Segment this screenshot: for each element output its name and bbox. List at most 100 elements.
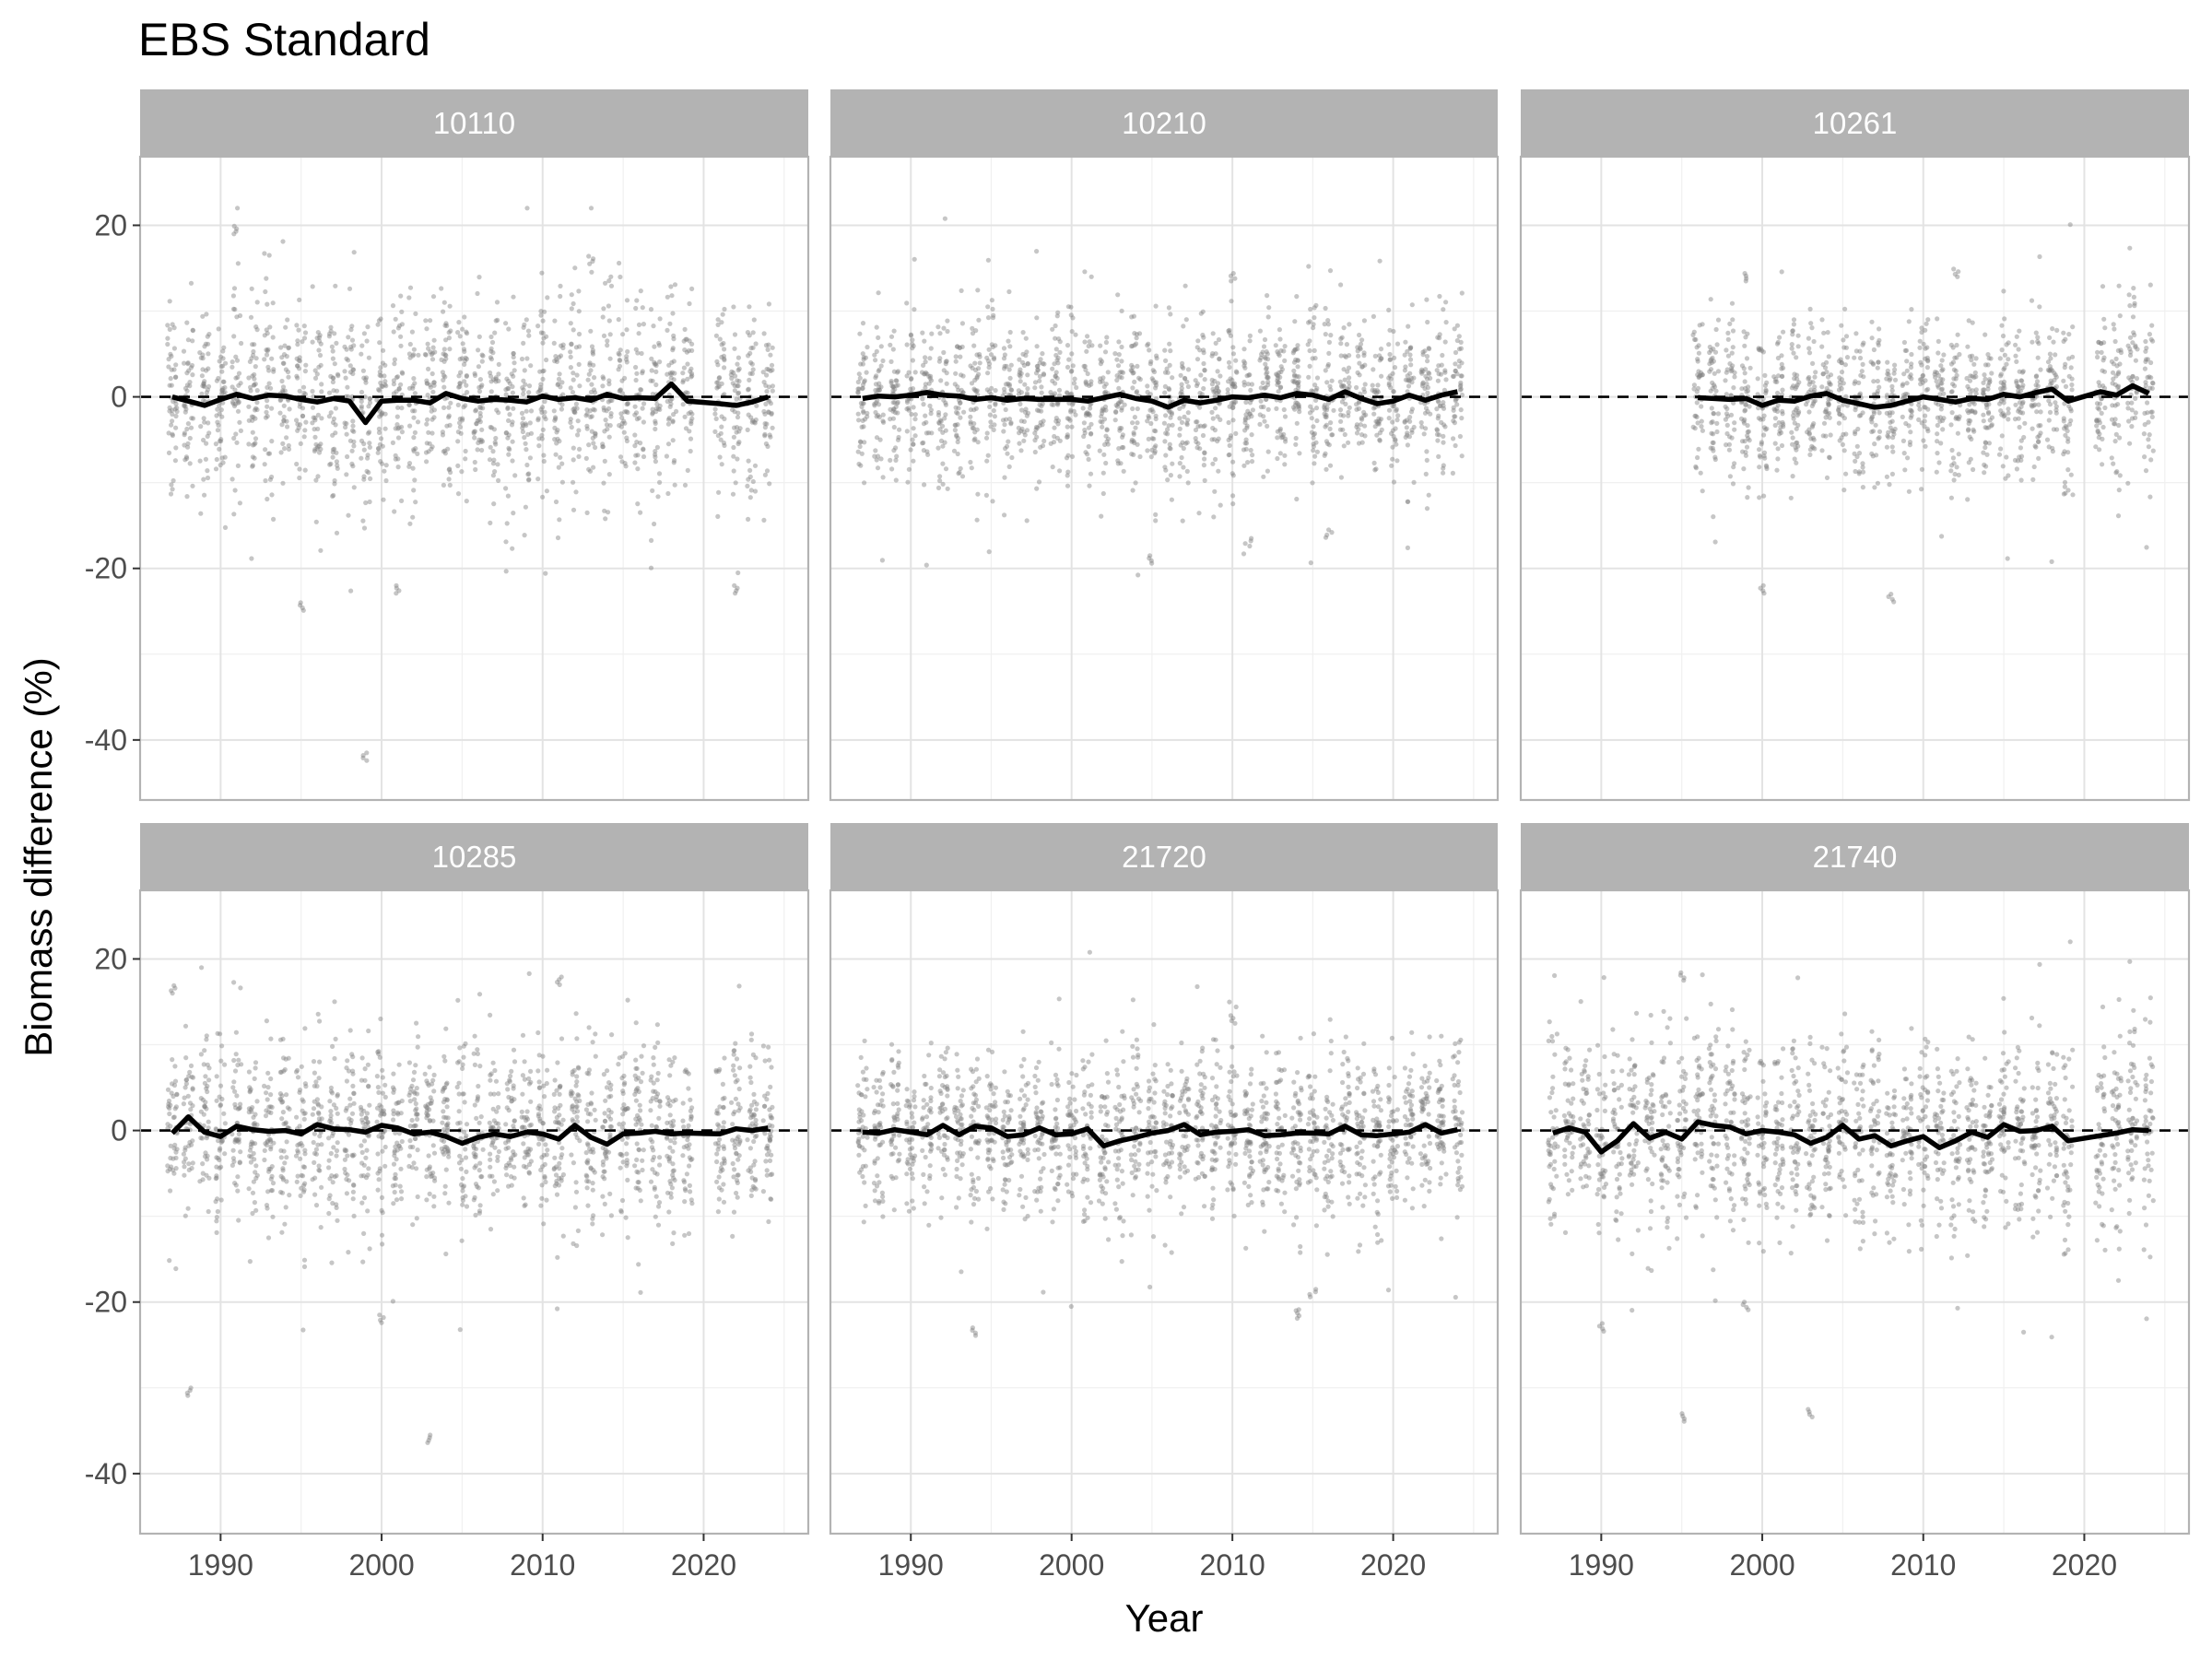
data-point xyxy=(985,257,991,263)
data-point xyxy=(185,361,191,367)
data-point xyxy=(379,412,384,418)
data-point xyxy=(456,373,462,379)
data-point xyxy=(746,387,751,393)
data-point xyxy=(186,1161,192,1167)
data-point xyxy=(671,460,677,465)
data-point xyxy=(600,444,606,450)
data-point xyxy=(1890,449,1896,454)
data-point xyxy=(477,414,484,419)
data-point xyxy=(2061,330,2066,335)
data-point xyxy=(1311,424,1316,429)
data-point xyxy=(1249,432,1254,438)
data-point xyxy=(1791,416,1796,421)
data-point xyxy=(1723,378,1728,383)
data-point xyxy=(1746,436,1751,441)
data-point xyxy=(745,330,751,335)
data-point xyxy=(174,406,180,411)
data-point xyxy=(214,1098,219,1103)
data-point xyxy=(653,369,659,374)
data-point xyxy=(955,439,960,445)
data-point xyxy=(314,446,320,452)
data-point xyxy=(683,426,689,431)
data-point xyxy=(735,361,740,367)
data-point xyxy=(488,334,494,340)
data-point xyxy=(282,343,288,348)
data-point xyxy=(1819,384,1825,390)
data-point xyxy=(650,488,655,494)
data-point xyxy=(201,477,206,482)
data-point xyxy=(247,359,253,364)
data-point xyxy=(424,378,429,383)
data-point xyxy=(2035,335,2041,340)
outlier-point xyxy=(1230,271,1236,276)
data-point xyxy=(204,1037,209,1042)
data-point xyxy=(199,391,205,396)
data-point xyxy=(1938,363,1944,369)
data-point xyxy=(1114,404,1121,409)
data-point xyxy=(1292,378,1298,384)
data-point xyxy=(1282,344,1288,349)
data-point xyxy=(617,363,623,369)
data-point xyxy=(891,328,897,334)
data-point xyxy=(1967,378,1973,383)
data-point xyxy=(1168,473,1173,478)
data-point xyxy=(1872,441,1877,447)
data-point xyxy=(503,429,510,436)
data-point xyxy=(633,410,640,416)
data-point xyxy=(715,317,721,323)
data-point xyxy=(1775,403,1781,408)
data-point xyxy=(1230,345,1236,350)
data-point xyxy=(205,1083,210,1089)
data-point xyxy=(609,397,615,404)
data-point xyxy=(1018,448,1024,453)
data-point xyxy=(168,491,174,497)
data-point xyxy=(606,382,612,387)
data-point xyxy=(1363,412,1369,418)
data-point xyxy=(732,425,737,430)
data-point xyxy=(301,390,307,395)
data-point xyxy=(636,416,642,421)
data-point xyxy=(379,383,384,389)
data-point xyxy=(394,414,400,419)
data-point xyxy=(199,373,205,379)
data-point xyxy=(2095,428,2100,433)
data-point xyxy=(1819,448,1825,453)
data-point xyxy=(1714,429,1720,435)
data-point xyxy=(1711,411,1717,417)
data-point xyxy=(1100,424,1105,429)
data-point xyxy=(922,338,927,344)
data-point xyxy=(671,377,677,382)
data-point xyxy=(1812,446,1818,452)
data-point xyxy=(390,440,395,445)
data-point xyxy=(1925,317,1931,323)
data-point xyxy=(2127,347,2133,352)
data-point xyxy=(217,403,222,408)
data-point xyxy=(248,388,253,394)
data-point xyxy=(1067,418,1073,423)
data-point xyxy=(318,441,324,447)
data-point xyxy=(864,370,869,375)
data-point xyxy=(477,419,483,425)
data-point xyxy=(1459,416,1465,421)
data-point xyxy=(1871,410,1877,417)
data-point xyxy=(633,377,639,383)
data-point xyxy=(874,324,879,330)
data-point xyxy=(624,435,629,441)
data-point xyxy=(2036,423,2041,429)
data-point xyxy=(1810,435,1816,441)
data-point xyxy=(590,351,596,357)
data-point xyxy=(991,312,996,318)
data-point xyxy=(732,346,737,351)
data-point xyxy=(554,357,559,362)
data-point xyxy=(330,419,336,425)
data-point xyxy=(1177,416,1182,421)
data-point xyxy=(348,588,354,594)
data-point xyxy=(1210,461,1216,466)
data-point xyxy=(2030,339,2035,345)
data-point xyxy=(1900,414,1905,419)
data-point xyxy=(1458,339,1464,345)
data-point xyxy=(1312,347,1317,353)
data-point xyxy=(632,460,638,465)
data-point xyxy=(648,565,654,571)
data-point xyxy=(281,418,287,423)
